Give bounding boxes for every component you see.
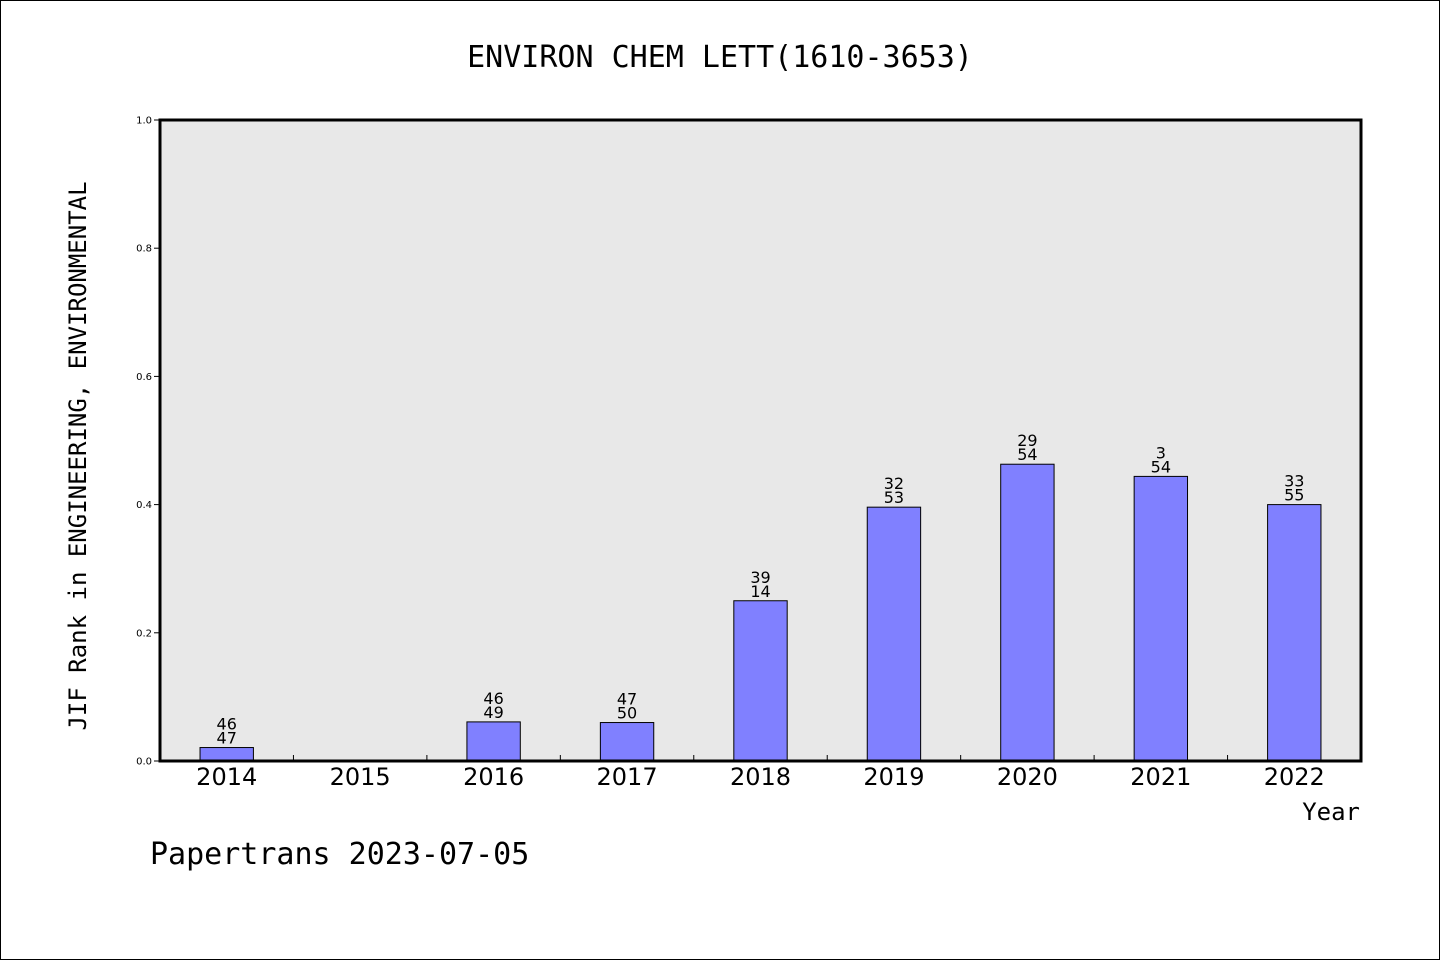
bar-rank-label: 32 <box>884 474 904 493</box>
x-tick-label: 2015 <box>330 763 391 791</box>
bar-2018 <box>733 600 788 762</box>
bar-rank-label: 39 <box>750 568 770 587</box>
x-tick-label: 2016 <box>463 763 524 791</box>
chart-title: ENVIRON CHEM LETT(1610-3653) <box>467 40 973 75</box>
bar-total-label: 49 <box>483 703 503 722</box>
x-tick-label: 2022 <box>1264 763 1325 791</box>
y-tick-label: 0.6 <box>136 372 152 383</box>
bar-2020 <box>1000 463 1055 762</box>
bar-total-label: 53 <box>884 488 904 507</box>
plot-border <box>158 118 1363 763</box>
bar-2014 <box>199 747 254 762</box>
bar-2022 <box>1267 504 1322 762</box>
x-tick-label: 2020 <box>997 763 1058 791</box>
y-tick-label: 0.0 <box>136 757 152 768</box>
y-tick-label: 1.0 <box>136 116 152 127</box>
x-axis: 2014 2015 2016 2017 2018 2019 2020 2021 2022 <box>196 755 1325 791</box>
x-tick-label: 2014 <box>196 763 257 791</box>
bar-rank-label: 33 <box>1284 472 1304 491</box>
x-axis-label: Year <box>1302 798 1360 826</box>
bar-rank-label: 47 <box>617 690 637 709</box>
bar-total-label: 50 <box>617 704 637 723</box>
bar-2019 <box>866 506 922 762</box>
y-tick-label: 0.2 <box>136 628 152 639</box>
bar-rank-label: 3 <box>1156 443 1166 462</box>
bar-total-label: 54 <box>1017 445 1037 464</box>
y-axis: 0.0 0.2 0.4 0.6 0.8 1.0 <box>136 116 160 768</box>
x-tick-label: 2018 <box>730 763 791 791</box>
bar-total-label: 54 <box>1151 457 1171 476</box>
y-tick-label: 0.8 <box>136 244 152 255</box>
bar-total-label: 55 <box>1284 486 1304 505</box>
x-tick-label: 2017 <box>597 763 658 791</box>
y-axis-label: JIF Rank in ENGINEERING, ENVIRONMENTAL <box>64 181 92 730</box>
bar-series <box>199 463 1322 762</box>
bar-rank-label: 29 <box>1017 431 1037 450</box>
bar-2021 <box>1133 475 1189 762</box>
bar-total-label: 47 <box>217 729 237 748</box>
bar-rank-label: 46 <box>217 715 237 734</box>
x-tick-label: 2021 <box>1130 763 1191 791</box>
bar-2016 <box>466 721 521 762</box>
y-tick-label: 0.4 <box>136 500 152 511</box>
bar-total-label: 14 <box>750 582 770 601</box>
bar-rank-label: 46 <box>483 689 503 708</box>
bar-2017 <box>599 722 655 762</box>
x-tick-label: 2019 <box>863 763 924 791</box>
watermark-text: Papertrans 2023-07-05 <box>150 837 529 872</box>
